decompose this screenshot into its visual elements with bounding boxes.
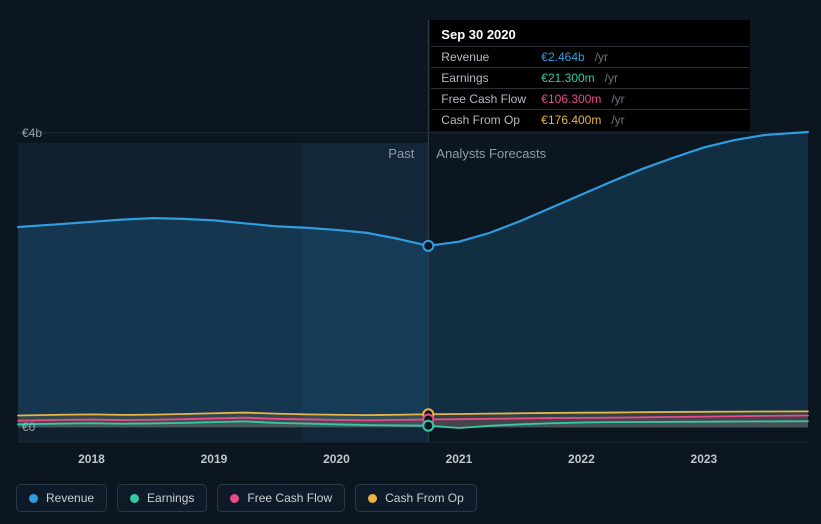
x-axis-tick-label: 2019 — [201, 452, 228, 466]
legend-swatch-icon — [368, 494, 377, 503]
x-axis-tick-label: 2018 — [78, 452, 105, 466]
tooltip-row-unit: /yr — [611, 92, 624, 106]
legend-swatch-icon — [230, 494, 239, 503]
x-axis-tick-label: 2020 — [323, 452, 350, 466]
legend-label: Cash From Op — [385, 491, 464, 505]
financials-chart: Sep 30 2020 Revenue €2.464b/yr Earnings €21… — [0, 0, 821, 524]
region-label-forecast: Analysts Forecasts — [436, 146, 546, 161]
tooltip-row-label: Free Cash Flow — [441, 92, 533, 106]
tooltip-row-label: Revenue — [441, 50, 533, 64]
tooltip-row-label: Earnings — [441, 71, 533, 85]
tooltip-row-value: €2.464b — [541, 50, 584, 64]
legend-label: Revenue — [46, 491, 94, 505]
legend-label: Earnings — [147, 491, 194, 505]
tooltip-row-value: €106.300m — [541, 92, 601, 106]
x-axis-tick-label: 2021 — [446, 452, 473, 466]
tooltip-row: Cash From Op €176.400m/yr — [431, 109, 749, 130]
chart-tooltip: Sep 30 2020 Revenue €2.464b/yr Earnings €21… — [430, 20, 750, 131]
tooltip-row-value: €176.400m — [541, 113, 601, 127]
tooltip-title: Sep 30 2020 — [431, 21, 749, 46]
legend-label: Free Cash Flow — [247, 491, 332, 505]
region-label-past: Past — [388, 146, 414, 161]
tooltip-row-value: €21.300m — [541, 71, 594, 85]
tooltip-row-unit: /yr — [611, 113, 624, 127]
x-axis-tick-label: 2023 — [691, 452, 718, 466]
y-axis-tick-label: €0 — [22, 420, 35, 434]
tooltip-row: Revenue €2.464b/yr — [431, 46, 749, 67]
legend-item[interactable]: Cash From Op — [355, 484, 477, 512]
tooltip-row-unit: /yr — [595, 50, 608, 64]
tooltip-row-unit: /yr — [605, 71, 618, 85]
tooltip-row: Free Cash Flow €106.300m/yr — [431, 88, 749, 109]
tooltip-row: Earnings €21.300m/yr — [431, 67, 749, 88]
chart-legend: Revenue Earnings Free Cash Flow Cash From O… — [16, 484, 477, 512]
legend-item[interactable]: Free Cash Flow — [217, 484, 345, 512]
legend-swatch-icon — [130, 494, 139, 503]
legend-swatch-icon — [29, 494, 38, 503]
x-axis-tick-label: 2022 — [568, 452, 595, 466]
legend-item[interactable]: Revenue — [16, 484, 107, 512]
tooltip-row-label: Cash From Op — [441, 113, 533, 127]
legend-item[interactable]: Earnings — [117, 484, 207, 512]
y-axis-tick-label: €4b — [22, 126, 42, 140]
